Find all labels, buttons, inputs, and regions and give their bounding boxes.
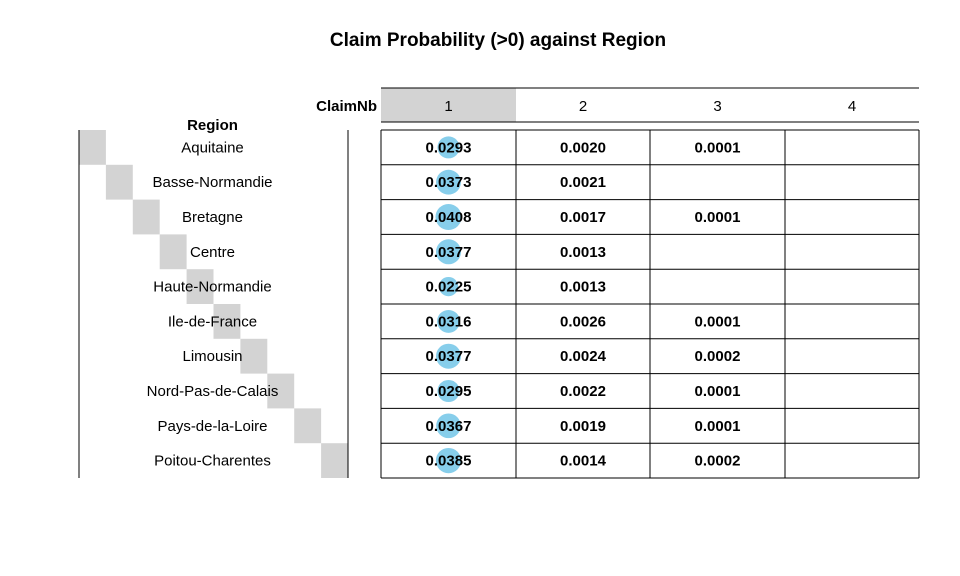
region-highlight-square [105, 164, 133, 200]
probability-bubble [435, 204, 462, 230]
probability-bubble [437, 379, 460, 403]
region-label: Nord-Pas-de-Calais [147, 383, 279, 400]
cell-value-label: 0.0408 [426, 209, 472, 226]
cell-value-label: 0.0026 [560, 313, 606, 330]
cell-value-label: 0.0013 [560, 244, 606, 261]
region-label: Pays-de-la-Loire [157, 418, 267, 435]
column-header-label: ClaimNb [316, 98, 377, 115]
cell-value-label: 0.0021 [560, 174, 606, 191]
cell-value-label: 0.0017 [560, 209, 606, 226]
region-label: Aquitaine [181, 139, 244, 156]
cell-value-label: 0.0001 [695, 209, 741, 226]
probability-bubble [436, 413, 461, 439]
probability-bubble [437, 309, 460, 333]
cell-value-label: 0.0373 [426, 174, 472, 191]
cell-value-label: 0.0385 [426, 453, 472, 470]
region-label: Ile-de-France [168, 313, 257, 330]
region-label: Bretagne [182, 209, 243, 226]
column-highlight [381, 88, 516, 122]
cell-value-label: 0.0001 [695, 313, 741, 330]
region-highlight-square [159, 234, 187, 270]
region-label: Limousin [182, 348, 242, 365]
region-highlight-square [267, 373, 295, 409]
column-tick-label: 1 [444, 98, 452, 115]
probability-bubble [436, 169, 461, 195]
cell-value-label: 0.0316 [426, 313, 472, 330]
region-label: Poitou-Charentes [154, 453, 271, 470]
region-label: Basse-Normandie [152, 174, 272, 191]
cell-value-label: 0.0013 [560, 279, 606, 296]
cell-value-label: 0.0367 [426, 418, 472, 435]
cell-value-label: 0.0377 [426, 348, 472, 365]
region-highlight-square [294, 408, 322, 444]
cell-value-label: 0.0001 [695, 418, 741, 435]
column-tick-label: 3 [713, 98, 721, 115]
probability-bubble [437, 136, 460, 159]
cell-value-label: 0.0377 [426, 244, 472, 261]
chart-title: Claim Probability (>0) against Region [329, 30, 667, 51]
region-highlight-square [132, 199, 160, 235]
cell-value-label: 0.0225 [426, 279, 472, 296]
cell-value-label: 0.0002 [695, 453, 741, 470]
probability-bubble [436, 343, 461, 369]
cell-value-label: 0.0020 [560, 139, 606, 156]
probability-bubble [435, 447, 462, 474]
cell-value-label: 0.0002 [695, 348, 741, 365]
region-label: Centre [190, 244, 235, 261]
region-label: Haute-Normandie [153, 279, 271, 296]
column-tick-label: 2 [579, 98, 587, 115]
cell-value-label: 0.0014 [560, 453, 607, 470]
region-highlight-square [213, 304, 241, 339]
region-highlight-square [321, 443, 348, 478]
region-highlight-square [240, 338, 268, 374]
column-tick-label: 4 [848, 98, 856, 115]
row-header-label: Region [187, 117, 238, 134]
probability-bubble [438, 276, 459, 297]
cell-value-label: 0.0024 [560, 348, 607, 365]
cell-value-label: 0.0293 [426, 139, 472, 156]
region-highlight-square [79, 130, 106, 165]
cell-value-label: 0.0022 [560, 383, 606, 400]
cell-value-label: 0.0295 [426, 383, 472, 400]
probability-bubble [436, 239, 461, 265]
cell-value-label: 0.0001 [695, 383, 741, 400]
region-highlight-square [186, 269, 214, 304]
cell-value-label: 0.0001 [695, 139, 741, 156]
cell-value-label: 0.0019 [560, 418, 606, 435]
